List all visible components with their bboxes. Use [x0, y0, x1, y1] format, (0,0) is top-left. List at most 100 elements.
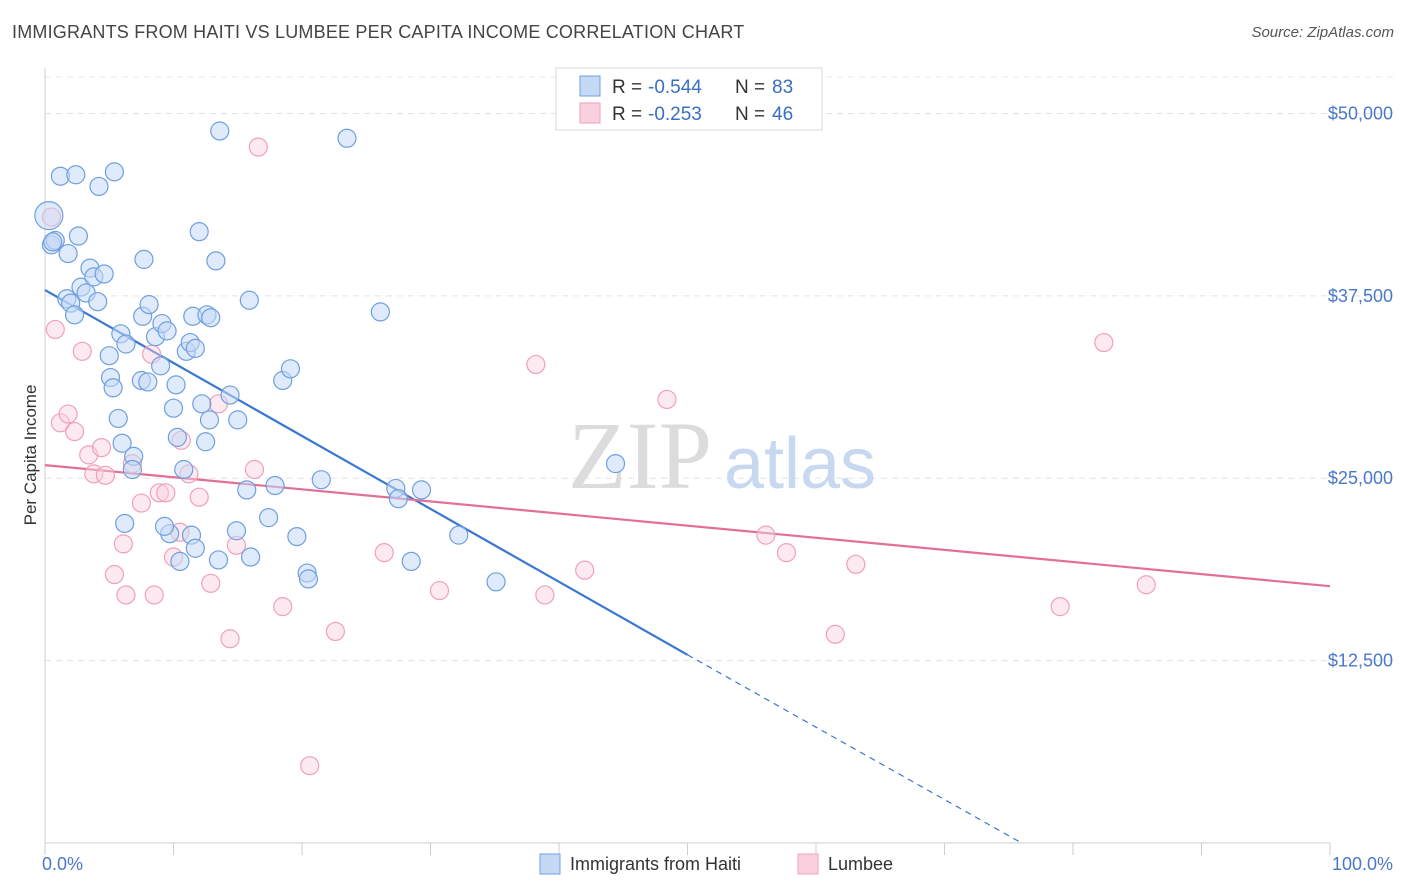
- x-tick-labels: 0.0% 100.0%: [42, 854, 1393, 874]
- legend-swatch-lumbee: [579, 102, 601, 124]
- lumbee-point-24: [201, 573, 221, 593]
- haiti-point-64: [258, 508, 279, 528]
- lumbee-point-8: [91, 437, 112, 458]
- haiti-point-34: [138, 372, 158, 392]
- bottom-legend-swatch-haiti: [539, 853, 561, 875]
- lumbee-point-41: [825, 624, 845, 644]
- bottom-legend-swatch-lumbee: [797, 853, 819, 875]
- bottom-legend-label-lumbee: Lumbee: [828, 854, 893, 874]
- bottom-legend: Immigrants from Haiti Lumbee: [539, 853, 893, 875]
- haiti-point-45: [201, 308, 221, 328]
- lumbee-point-33: [374, 543, 394, 563]
- bottom-legend-label-haiti: Immigrants from Haiti: [570, 854, 741, 874]
- haiti-point-14: [88, 292, 108, 312]
- lumbee-point-29: [248, 137, 268, 157]
- haiti-point-78: [449, 525, 469, 545]
- haiti-point-61: [208, 550, 229, 570]
- legend-r-label-haiti: R =: [612, 77, 642, 98]
- lumbee-point-39: [756, 525, 776, 545]
- lumbee-point-14: [131, 493, 151, 513]
- haiti-point-32: [151, 356, 171, 376]
- y-tick-label-1: $25,000: [1328, 468, 1393, 488]
- haiti-trend-extension: [687, 654, 1022, 844]
- legend-r-label-lumbee: R =: [612, 104, 642, 125]
- lumbee-point-43: [1050, 597, 1070, 617]
- haiti-point-82: [43, 232, 63, 252]
- haiti-point-50: [220, 385, 240, 405]
- haiti-point-5: [66, 165, 86, 185]
- lumbee-point-37: [575, 560, 595, 580]
- y-axis-title: Per Capita Income: [21, 385, 40, 526]
- haiti-point-54: [196, 432, 216, 452]
- haiti-point-37: [163, 398, 184, 418]
- haiti-point-81: [237, 480, 257, 500]
- haiti-point-70: [298, 569, 319, 589]
- y-tick-label-3: $50,000: [1328, 103, 1393, 123]
- lumbee-point-4: [64, 421, 85, 442]
- legend-n-label-lumbee: N =: [735, 104, 765, 125]
- haiti-point-72: [337, 128, 357, 148]
- haiti-point-23: [108, 408, 128, 429]
- haiti-point-76: [401, 551, 421, 572]
- lumbee-point-3: [58, 404, 78, 424]
- haiti-point-22: [103, 378, 123, 398]
- lumbee-point-18: [156, 483, 176, 503]
- haiti-point-77: [411, 480, 432, 500]
- haiti-point-20: [99, 346, 119, 366]
- legend-r-value-haiti: -0.544: [648, 77, 702, 98]
- haiti-point-49: [210, 121, 230, 141]
- haiti-point-59: [154, 516, 175, 536]
- lumbee-point-35: [526, 354, 546, 375]
- haiti-point-38: [167, 427, 187, 447]
- haiti-trend-line: [44, 289, 689, 656]
- haiti-point-46: [192, 394, 212, 414]
- legend-swatch-haiti: [579, 75, 601, 97]
- data-points: [34, 121, 1156, 776]
- haiti-point-65: [265, 475, 285, 496]
- haiti-point-80: [605, 454, 626, 474]
- lumbee-point-31: [300, 756, 320, 776]
- watermark-zip: ZIP: [568, 402, 712, 509]
- haiti-point-62: [226, 521, 247, 541]
- lumbee-point-42: [846, 554, 866, 574]
- lumbee-point-5: [72, 341, 92, 361]
- lumbee-point-32: [325, 621, 346, 642]
- watermark: ZIP atlas: [568, 402, 876, 509]
- lumbee-point-23: [189, 487, 209, 507]
- haiti-point-68: [287, 526, 307, 547]
- haiti-point-53: [174, 459, 194, 480]
- watermark-atlas: atlas: [724, 424, 876, 504]
- lumbee-point-10: [104, 564, 124, 585]
- haiti-point-17: [104, 162, 124, 182]
- chart-title: IMMIGRANTS FROM HAITI VS LUMBEE PER CAPI…: [12, 22, 745, 42]
- x-tick-label-0: 0.0%: [42, 854, 83, 874]
- haiti-point-42: [185, 338, 205, 358]
- lumbee-trend-line: [44, 464, 1331, 588]
- stats-legend: R = -0.544 N = 83 R = -0.253 N = 46: [555, 67, 823, 131]
- lumbee-point-28: [244, 459, 265, 480]
- lumbee-point-40: [776, 543, 797, 563]
- haiti-point-27: [134, 249, 154, 269]
- haiti-point-29: [139, 295, 159, 315]
- y-tick-label-0: $12,500: [1328, 651, 1393, 671]
- lumbee-point-44: [1094, 332, 1114, 353]
- haiti-point-36: [166, 375, 186, 395]
- x-tick-label-1: 100.0%: [1332, 854, 1393, 874]
- haiti-point-47: [199, 410, 220, 430]
- lumbee-point-16: [144, 585, 164, 605]
- y-tick-label-2: $37,500: [1328, 286, 1393, 306]
- haiti-point-26: [122, 459, 142, 480]
- haiti-point-67: [280, 359, 301, 379]
- legend-n-value-haiti: 83: [772, 77, 793, 98]
- lumbee-point-17: [149, 483, 169, 503]
- legend-n-value-lumbee: 46: [772, 104, 793, 125]
- haiti-point-19: [116, 334, 136, 354]
- haiti-point-35: [157, 321, 177, 341]
- legend-r-value-lumbee: -0.253: [648, 104, 702, 125]
- trend-lines: [44, 289, 1331, 844]
- haiti-point-0: [34, 201, 64, 231]
- legend-n-label-haiti: N =: [735, 77, 765, 98]
- lumbee-point-12: [116, 585, 136, 605]
- haiti-point-51: [228, 410, 248, 430]
- haiti-point-75: [388, 489, 408, 509]
